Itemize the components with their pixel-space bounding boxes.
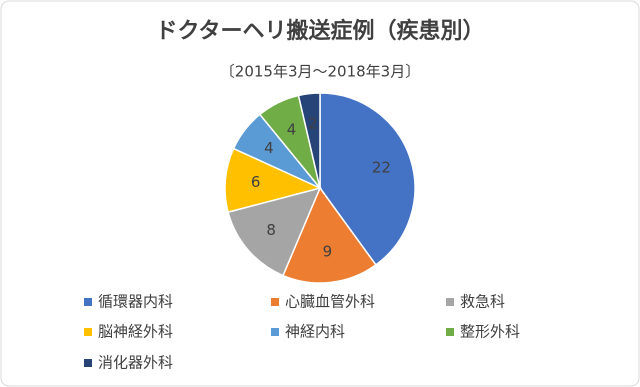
data-label: 4 <box>287 121 297 139</box>
data-label: 22 <box>372 159 391 177</box>
data-label: 2 <box>308 114 318 132</box>
legend-label: 循環器内科 <box>98 293 173 311</box>
legend-label: 神経内科 <box>285 323 345 341</box>
legend-swatch <box>84 359 92 367</box>
legend-swatch <box>446 298 454 306</box>
data-label: 8 <box>266 221 276 239</box>
data-label: 9 <box>323 243 333 261</box>
chart-subtitle: 〔2015年3月～2018年3月〕 <box>220 63 420 81</box>
legend-label: 心臓血管外科 <box>285 293 375 311</box>
legend-label: 救急科 <box>460 293 505 311</box>
legend-swatch <box>446 328 454 336</box>
legend-swatch <box>84 328 92 336</box>
pie-slice <box>282 186 377 284</box>
pie-slice <box>297 92 321 189</box>
pie-slice <box>319 92 416 266</box>
legend-label: 脳神経外科 <box>98 323 173 341</box>
legend-label: 消化器外科 <box>98 354 173 372</box>
legend-label: 整形外科 <box>460 323 520 341</box>
pie-slice <box>227 186 322 277</box>
data-label: 6 <box>251 173 261 191</box>
legend-swatch <box>271 298 279 306</box>
legend-swatch <box>271 328 279 336</box>
pie-slice <box>224 147 323 214</box>
legend-swatch <box>84 298 92 306</box>
chart-title: ドクターヘリ搬送症例（疾患別） <box>155 18 484 44</box>
data-label: 4 <box>264 139 274 157</box>
